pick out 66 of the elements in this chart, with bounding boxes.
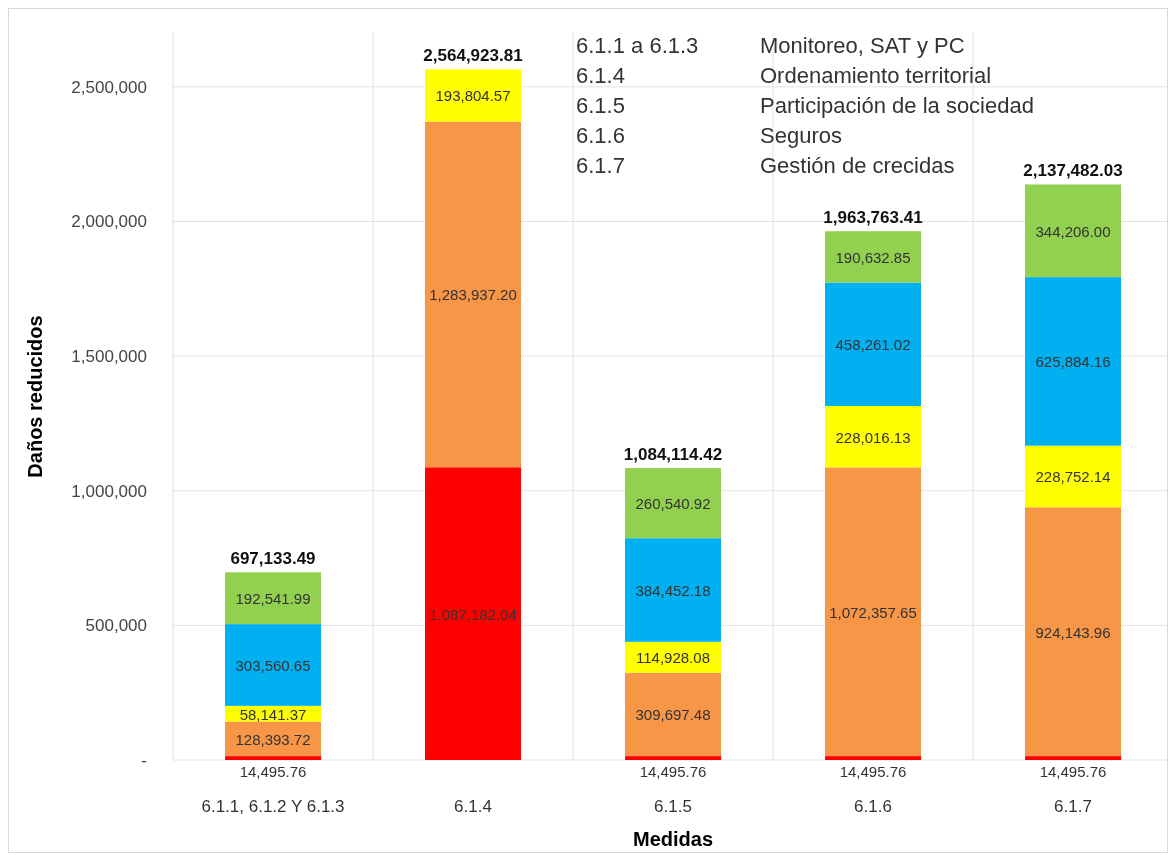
data-label: 309,697.48 bbox=[635, 706, 711, 724]
total-label: 2,564,923.81 bbox=[423, 46, 523, 66]
data-label: 228,752.14 bbox=[1035, 468, 1111, 486]
data-label: 228,016.13 bbox=[835, 428, 911, 446]
bar bbox=[625, 538, 721, 642]
x-tick-label: 6.1.6 bbox=[854, 797, 892, 816]
bar bbox=[425, 467, 521, 760]
total-label: 2,137,482.03 bbox=[1023, 161, 1123, 181]
bar bbox=[625, 468, 721, 539]
bar bbox=[625, 756, 721, 760]
bar bbox=[625, 672, 721, 757]
data-label: 190,632.85 bbox=[835, 248, 911, 266]
y-tick-label: 1,500,000 bbox=[71, 347, 147, 367]
total-label: 1,963,763.41 bbox=[823, 208, 923, 228]
x-axis-title: Medidas bbox=[632, 828, 714, 850]
data-label: 458,261.02 bbox=[835, 336, 911, 354]
data-label: 128,393.72 bbox=[235, 730, 311, 748]
data-label: 384,452.18 bbox=[635, 582, 711, 599]
bar bbox=[825, 405, 921, 468]
y-tick-label: - bbox=[141, 751, 147, 770]
data-label: 114,928.08 bbox=[636, 649, 710, 667]
data-label: 1,087,182.04 bbox=[429, 605, 517, 623]
text: 6.1.1 a 6.1.3 Monitoreo, SAT y PC bbox=[576, 33, 965, 58]
text: 6.1.7 Gestión de crecidas bbox=[576, 153, 955, 178]
x-tick-label: 6.1.5 bbox=[654, 797, 692, 816]
y-tick-label: 2,000,000 bbox=[71, 212, 147, 232]
text: 6.1.6 Seguros bbox=[576, 123, 842, 148]
data-label: 303,560.65 bbox=[235, 657, 311, 674]
bar bbox=[825, 756, 921, 760]
x-tick-label: 6.1.4 bbox=[454, 797, 492, 816]
y-tick-label: 2,500,000 bbox=[71, 77, 147, 97]
text: 6.1.4 Ordenamiento territorial bbox=[576, 63, 992, 88]
bar bbox=[1025, 277, 1121, 446]
x-tick-label: 6.1.1, 6.1.2 Y 6.1.3 bbox=[201, 797, 345, 816]
y-axis-title: Daños reducidos bbox=[24, 315, 46, 478]
text: 6.1.5 Participación de la sociedad bbox=[576, 93, 1034, 118]
data-label: 58,141.37 bbox=[239, 705, 307, 723]
data-label: 193,804.57 bbox=[435, 87, 511, 105]
data-label: 924,143.96 bbox=[1035, 623, 1111, 641]
data-label: 14,495.76 bbox=[839, 763, 907, 780]
bar bbox=[425, 121, 521, 468]
bar bbox=[825, 231, 921, 283]
x-tick-label: 6.1.7 bbox=[1054, 797, 1092, 816]
bar bbox=[825, 467, 921, 757]
total-label: 697,133.49 bbox=[230, 549, 316, 569]
bar bbox=[1025, 756, 1121, 760]
bar bbox=[225, 624, 321, 706]
y-tick-label: 1,000,000 bbox=[71, 481, 147, 501]
bar bbox=[425, 69, 521, 122]
total-label: 1,084,114.42 bbox=[623, 445, 723, 465]
data-label: 1,072,357.65 bbox=[829, 603, 917, 621]
data-label: 14,495.76 bbox=[239, 763, 307, 780]
data-label: 625,884.16 bbox=[1035, 353, 1111, 371]
data-label: 344,206.00 bbox=[1035, 222, 1111, 240]
data-label: 192,541.99 bbox=[235, 590, 311, 608]
bar bbox=[1025, 507, 1121, 757]
bar bbox=[225, 572, 321, 625]
data-label: 14,495.76 bbox=[639, 763, 707, 780]
y-tick-label: 500,000 bbox=[85, 616, 147, 636]
bar bbox=[225, 756, 321, 760]
bar bbox=[1025, 184, 1121, 278]
data-label: 14,495.76 bbox=[1039, 763, 1107, 780]
bar bbox=[1025, 445, 1121, 508]
bar bbox=[825, 282, 921, 406]
data-label: 260,540.92 bbox=[635, 495, 711, 513]
data-label: 1,283,937.20 bbox=[429, 286, 517, 304]
